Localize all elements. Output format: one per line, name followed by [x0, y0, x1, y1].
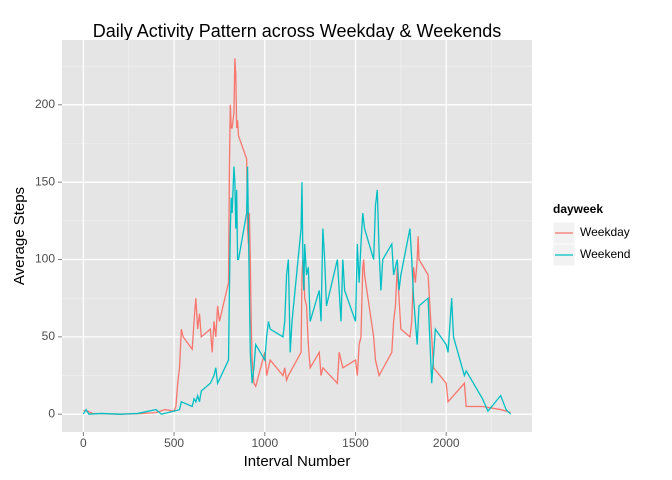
x-axis-title: Interval Number	[244, 453, 351, 470]
legend-label: Weekday	[580, 225, 630, 239]
x-tick-label: 500	[164, 436, 184, 450]
x-tick-label: 1500	[342, 436, 369, 450]
plot-panel	[62, 40, 532, 432]
legend-title: dayweek	[553, 202, 603, 216]
y-tick-label: 0	[48, 406, 55, 420]
line-series	[83, 58, 511, 415]
y-tick-label: 200	[35, 97, 55, 111]
y-tick-label: 150	[35, 174, 55, 188]
x-tick-label: 1000	[251, 436, 278, 450]
y-tick-label: 100	[35, 252, 55, 266]
line-series	[82, 166, 512, 415]
x-tick-label: 2000	[433, 436, 460, 450]
x-tick-label: 0	[80, 436, 87, 450]
y-axis-title: Average Steps	[11, 187, 28, 285]
legend-label: Weekend	[580, 247, 630, 261]
y-tick-label: 50	[42, 329, 56, 343]
chart-title: Daily Activity Pattern across Weekday & …	[93, 21, 502, 41]
